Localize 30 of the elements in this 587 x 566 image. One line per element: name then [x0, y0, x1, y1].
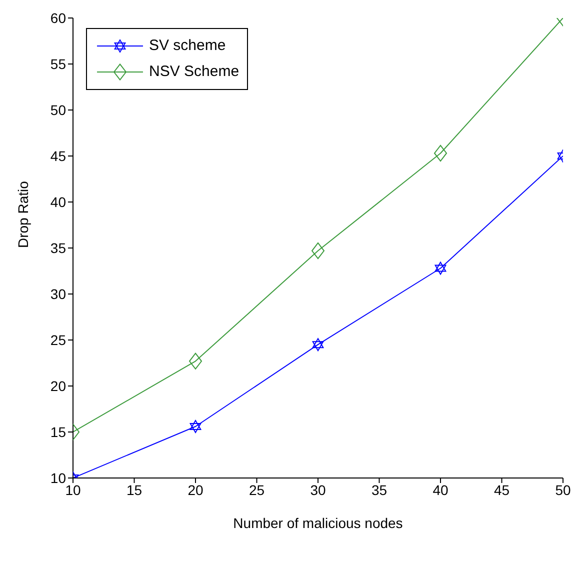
- y-tick-label: 50: [50, 102, 66, 118]
- x-tick-label: 50: [555, 482, 571, 498]
- point: [312, 338, 324, 352]
- y-tick-label: 60: [50, 10, 66, 26]
- point: [434, 262, 446, 275]
- x-tick-label: 35: [371, 482, 388, 498]
- y-tick-label: 30: [50, 286, 66, 302]
- y-tick-label: 40: [50, 194, 66, 210]
- point: [434, 144, 447, 162]
- y-tick-label: 20: [50, 378, 66, 394]
- y-tick-label: 35: [50, 240, 66, 256]
- x-axis-title: Number of malicious nodes: [233, 515, 403, 531]
- y-axis-title: Drop Ratio: [14, 180, 31, 248]
- x-tick-label: 40: [432, 482, 448, 498]
- x-tick-label: 30: [310, 482, 326, 498]
- legend-label: NSV Scheme: [149, 62, 240, 82]
- x-tick-label: 45: [494, 482, 510, 498]
- point: [312, 242, 324, 260]
- point: [189, 352, 202, 370]
- legend-label: SV scheme: [149, 36, 226, 56]
- x-tick-label: 25: [248, 482, 265, 498]
- x-tick-label: 15: [126, 482, 142, 498]
- y-tick-label: 15: [50, 424, 66, 440]
- y-tick-label: 55: [50, 56, 66, 72]
- point: [190, 420, 202, 433]
- y-tick-label: 25: [50, 332, 66, 348]
- x-tick-label: 10: [65, 482, 81, 498]
- y-tick-label: 10: [50, 470, 66, 486]
- y-tick-label: 45: [50, 148, 66, 164]
- x-tick-label: 20: [188, 482, 204, 498]
